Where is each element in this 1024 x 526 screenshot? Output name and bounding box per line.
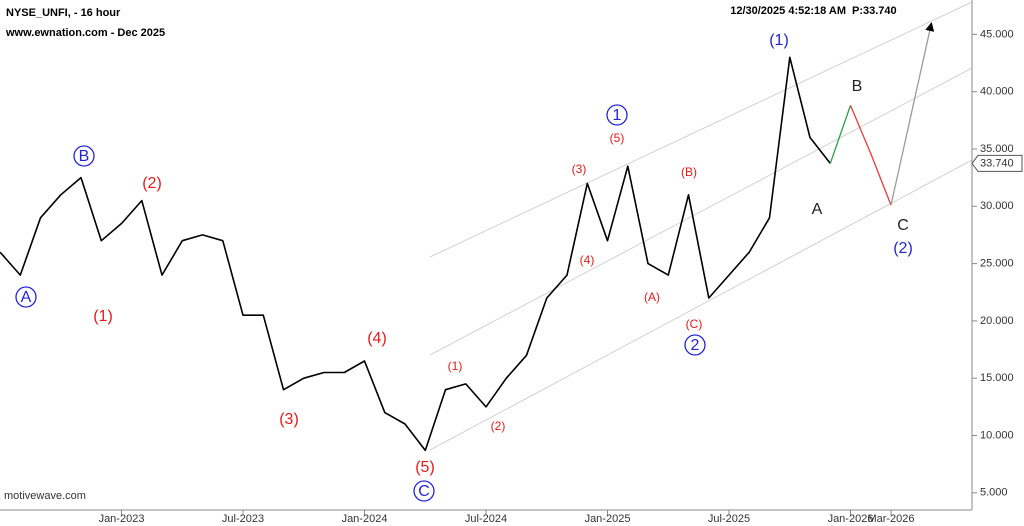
channel-line <box>429 1 973 258</box>
x-tick-label: Jul-2025 <box>708 513 750 525</box>
x-tick-label: Jan-2025 <box>585 513 631 525</box>
channel-line <box>429 159 973 451</box>
source: www.ewnation.com - Dec 2025 <box>5 27 165 39</box>
x-tick-label: Jul-2023 <box>222 513 264 525</box>
y-tick-label: 15.000 <box>980 372 1014 384</box>
wave-label: (5) <box>415 459 435 476</box>
timestamp: 12/30/2025 4:52:18 AM <box>730 5 846 17</box>
price-text: P:33.740 <box>852 5 897 17</box>
wave-label: (3) <box>572 162 587 176</box>
wave-label: (5) <box>610 131 625 145</box>
wave-label: C <box>897 217 909 234</box>
symbol: NYSE_UNFI, - 16 hour <box>6 7 121 19</box>
x-tick-label: Jan-2024 <box>342 513 388 525</box>
wave-label: (2) <box>491 419 506 433</box>
y-tick-label: 10.000 <box>980 429 1014 441</box>
projection-line <box>890 22 935 206</box>
wave-label: B <box>852 78 863 95</box>
wave-label: A <box>812 201 823 218</box>
wave-label: (1) <box>769 32 789 49</box>
y-tick-label: 30.000 <box>980 200 1014 212</box>
wave-label: A <box>21 289 32 306</box>
wave-circle <box>684 334 706 356</box>
wave-circle <box>15 286 37 308</box>
x-tick-label: Mar-2026 <box>867 513 914 525</box>
wave-label: B <box>79 148 90 165</box>
wave-label: (1) <box>448 359 463 373</box>
y-tick-label: 20.000 <box>980 315 1014 327</box>
y-tick-label: 35.000 <box>980 143 1014 155</box>
wave-circle <box>606 104 628 126</box>
projection-line <box>829 105 852 164</box>
last-price-label: 33.740 <box>980 157 1014 169</box>
x-tick-label: Jan-2026 <box>828 513 874 525</box>
y-tick-label: 45.000 <box>980 28 1014 40</box>
wave-label: (3) <box>279 411 299 428</box>
wave-label: (B) <box>681 165 697 179</box>
wave-label: (4) <box>580 253 595 267</box>
wave-label: (A) <box>644 290 660 304</box>
wave-label: (4) <box>367 330 387 347</box>
wave-label: (2) <box>142 175 162 192</box>
last-price-tag <box>971 154 1023 172</box>
price-line <box>0 56 831 452</box>
x-tick-label: Jan-2023 <box>99 513 145 525</box>
wave-circle <box>73 145 95 167</box>
wave-label: 1 <box>613 107 622 124</box>
footer: motivewave.com <box>4 490 86 502</box>
wave-label: 2 <box>691 337 700 354</box>
wave-circle <box>413 480 435 502</box>
y-tick-label: 25.000 <box>980 258 1014 270</box>
y-tick-label: 40.000 <box>980 86 1014 98</box>
wave-label: (C) <box>686 317 703 331</box>
projection-line <box>849 105 892 206</box>
wave-label: (1) <box>93 308 113 325</box>
channel-line <box>429 67 973 356</box>
wave-label: C <box>418 483 430 500</box>
y-tick-label: 5.000 <box>980 487 1008 499</box>
x-tick-label: Jul-2024 <box>465 513 507 525</box>
wave-label: (2) <box>893 240 913 257</box>
